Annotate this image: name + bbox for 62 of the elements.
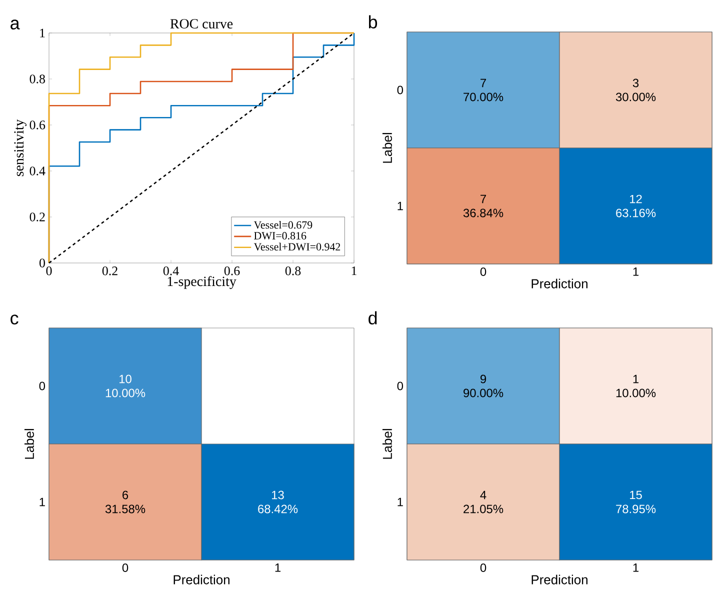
data-label: 15 — [630, 490, 642, 500]
data-label: 1 — [633, 374, 638, 384]
annotation: 10.00% — [106, 388, 146, 398]
text: a — [10, 20, 20, 30]
x-tick-label: 0 — [480, 564, 486, 572]
x-tick-label: 1 — [352, 266, 356, 276]
x-tick-label: 0.8 — [285, 266, 301, 276]
data-label: 7 — [480, 78, 486, 88]
y-axis-title: Label — [24, 429, 34, 459]
y-axis-title: Label — [382, 429, 392, 459]
y-tick-label: 1 — [40, 498, 45, 506]
text: d — [368, 311, 377, 324]
annotation: 36.84% — [463, 208, 504, 218]
x-tick-label: 0 — [480, 268, 486, 276]
y-tick-label: 0 — [397, 382, 404, 390]
x-axis-title: Prediction — [532, 278, 588, 288]
x-axis-title: 1-specificity — [168, 276, 236, 289]
data-label: 3 — [632, 78, 639, 88]
y-axis-title: sensitivity — [14, 119, 26, 176]
x-tick-label: 1 — [633, 268, 638, 276]
y-tick-label: 0 — [40, 258, 45, 268]
x-axis-title: Prediction — [532, 574, 588, 584]
x-axis-title: Prediction — [174, 574, 230, 584]
x-tick-label: 0 — [46, 266, 52, 276]
data-label: 4 — [480, 490, 486, 500]
data-label: 7 — [480, 194, 486, 204]
y-tick-label: 1 — [398, 202, 403, 210]
x-tick-label: 0.6 — [224, 266, 240, 276]
chart-title: ROC curve — [170, 19, 233, 28]
text: b — [368, 15, 378, 28]
annotation: 30.00% — [616, 92, 656, 102]
legend-label: Vessel+DWI=0.942 — [254, 242, 340, 251]
data-label: 9 — [480, 374, 486, 384]
annotation: 90.00% — [464, 388, 504, 398]
y-tick-label: 0.2 — [30, 212, 45, 222]
annotation: 78.95% — [616, 504, 656, 514]
data-label: 12 — [630, 194, 642, 204]
y-tick-label: 0.6 — [30, 120, 46, 130]
x-tick-label: 0 — [122, 564, 128, 572]
y-axis-title: Label — [382, 133, 392, 163]
annotation: 10.00% — [616, 388, 656, 398]
x-tick-label: 1 — [633, 564, 638, 572]
annotation: 63.16% — [616, 208, 656, 218]
annotation: 68.42% — [258, 504, 298, 514]
x-tick-label: 0.2 — [102, 266, 118, 276]
legend-label: DWI=0.816 — [254, 232, 306, 240]
x-tick-label: 1 — [275, 564, 280, 572]
annotation: 70.00% — [464, 92, 504, 102]
y-tick-label: 1 — [40, 28, 45, 38]
y-tick-label: 0 — [397, 86, 404, 94]
annotation: 21.05% — [464, 504, 504, 514]
data-label: 10 — [120, 374, 132, 384]
y-tick-label: 0 — [39, 382, 46, 390]
annotation: 31.58% — [105, 504, 146, 514]
x-tick-label: 0.4 — [163, 266, 179, 276]
y-tick-label: 0.8 — [30, 74, 45, 84]
data-label: 13 — [272, 490, 284, 500]
y-tick-label: 0.4 — [30, 166, 46, 176]
data-label: 6 — [122, 490, 128, 500]
legend-label: Vessel=0.679 — [254, 220, 312, 229]
text: c — [10, 314, 18, 324]
y-tick-label: 1 — [398, 498, 403, 506]
